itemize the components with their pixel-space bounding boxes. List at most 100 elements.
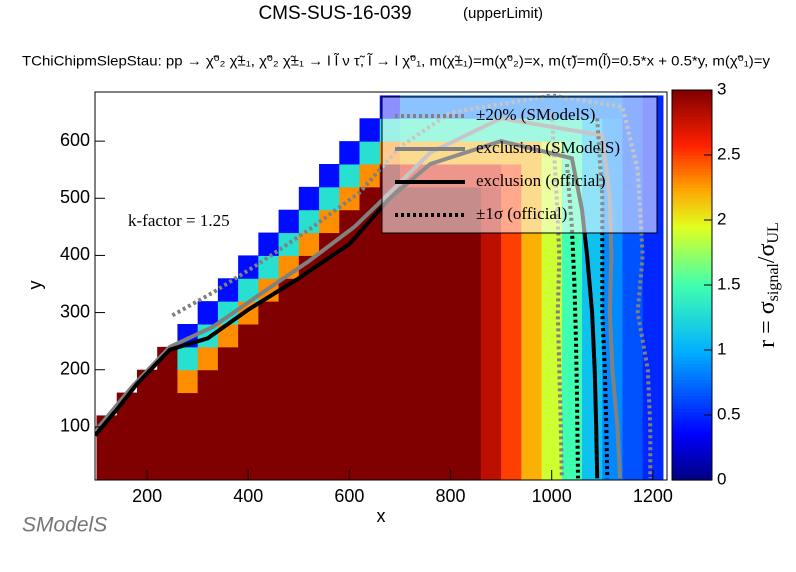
- heat-cell: [480, 392, 502, 416]
- colorbar-step: [672, 389, 712, 393]
- heat-cell: [258, 301, 280, 325]
- heat-cell: [359, 324, 381, 348]
- colorbar-step: [672, 327, 712, 332]
- colorbar-step: [672, 382, 712, 387]
- heat-cell: [258, 369, 280, 394]
- heat-cell: [197, 369, 219, 394]
- colorbar-step: [672, 112, 712, 117]
- heat-cell: [136, 392, 158, 416]
- heat-cell: [561, 346, 583, 371]
- heat-cell: [359, 164, 381, 188]
- colorbar-step: [672, 259, 712, 263]
- heat-cell: [258, 255, 280, 279]
- heat-cell: [501, 438, 522, 462]
- colorbar-step: [672, 255, 712, 260]
- colorbar-step: [672, 285, 712, 289]
- heat-cell: [177, 369, 199, 394]
- heat-cell: [258, 461, 280, 480]
- heat-cell: [480, 461, 502, 480]
- heat-cell: [238, 255, 259, 279]
- heat-cell: [339, 324, 361, 348]
- heat-cell: [480, 278, 502, 302]
- heat-cell: [501, 415, 522, 439]
- heat-cell: [278, 369, 300, 394]
- heat-cell: [238, 415, 259, 439]
- heat-cell: [501, 232, 522, 256]
- heat-cell: [217, 278, 239, 302]
- colorbar-step: [672, 135, 712, 140]
- colorbar-step: [672, 385, 712, 390]
- colorbar-step: [672, 216, 712, 221]
- heat-cell: [440, 232, 462, 256]
- colorbar-step: [672, 90, 712, 94]
- chart-title: CMS-SUS-16-039: [258, 3, 411, 24]
- heat-cell: [339, 415, 361, 439]
- heat-cell: [420, 278, 441, 302]
- colorbar-step: [672, 467, 712, 471]
- heat-cell: [541, 278, 563, 302]
- heat-cell: [420, 415, 441, 439]
- heat-cell: [420, 324, 441, 348]
- colorbar-step: [672, 184, 712, 189]
- heat-cell: [521, 232, 543, 256]
- legend-label: exclusion (SModelS): [476, 138, 620, 157]
- logo: SModelS: [22, 514, 107, 537]
- heat-cell: [521, 255, 543, 279]
- heat-cell: [359, 255, 381, 279]
- colorbar-step: [672, 376, 712, 380]
- colorbar-step: [672, 148, 712, 153]
- heat-cell: [582, 461, 603, 480]
- colorbar-label-part: /σ: [754, 243, 780, 263]
- legend-label: ±1σ (official): [476, 204, 567, 223]
- heat-cell: [622, 369, 644, 394]
- y-tick-label: 100: [60, 416, 90, 436]
- colorbar-tick-label: 0: [717, 469, 726, 488]
- colorbar-step: [672, 408, 712, 413]
- colorbar-step: [672, 359, 712, 364]
- heat-cell: [460, 232, 482, 256]
- colorbar-tick-label: 1.5: [717, 274, 741, 293]
- colorbar-step: [672, 233, 712, 237]
- colorbar-step: [672, 317, 712, 322]
- colorbar-step: [672, 392, 712, 397]
- colorbar-step: [672, 291, 712, 296]
- plot-frame: [94, 91, 668, 481]
- heat-cell: [379, 346, 401, 371]
- colorbar-step: [672, 158, 712, 163]
- heat-cell: [197, 438, 219, 462]
- heat-cell: [359, 141, 381, 165]
- heat-cell: [480, 369, 502, 394]
- heat-cell: [622, 324, 644, 348]
- colorbar-step: [672, 226, 712, 231]
- legend: [381, 96, 658, 234]
- heat-cell: [440, 392, 462, 416]
- heat-cell: [582, 415, 603, 439]
- colorbar-step: [672, 242, 712, 247]
- heat-cell: [197, 301, 219, 325]
- heat-cell: [298, 415, 320, 439]
- heat-cell: [399, 438, 421, 462]
- colorbar-step: [672, 418, 712, 423]
- heat-cell: [278, 278, 300, 302]
- colorbar-step: [672, 177, 712, 182]
- colorbar-step: [672, 441, 712, 445]
- heat-cell: [319, 301, 340, 325]
- heat-cell: [197, 392, 219, 416]
- heat-cell: [359, 232, 381, 256]
- colorbar-step: [672, 119, 712, 124]
- heat-cell: [238, 438, 259, 462]
- heat-cell: [440, 369, 462, 394]
- colorbar-step: [672, 249, 712, 254]
- legend-label: ±20% (SModelS): [476, 105, 595, 124]
- colorbar-step: [672, 424, 712, 429]
- colorbar-step: [672, 369, 712, 374]
- heat-cell: [561, 369, 583, 394]
- heat-cell: [177, 438, 199, 462]
- heat-cell: [521, 392, 543, 416]
- heat-cell: [359, 415, 381, 439]
- heat-cell: [298, 232, 320, 256]
- colorbar-step: [672, 262, 712, 267]
- colorbar-step: [672, 311, 712, 315]
- colorbar-step: [672, 239, 712, 244]
- heat-cell: [217, 346, 239, 371]
